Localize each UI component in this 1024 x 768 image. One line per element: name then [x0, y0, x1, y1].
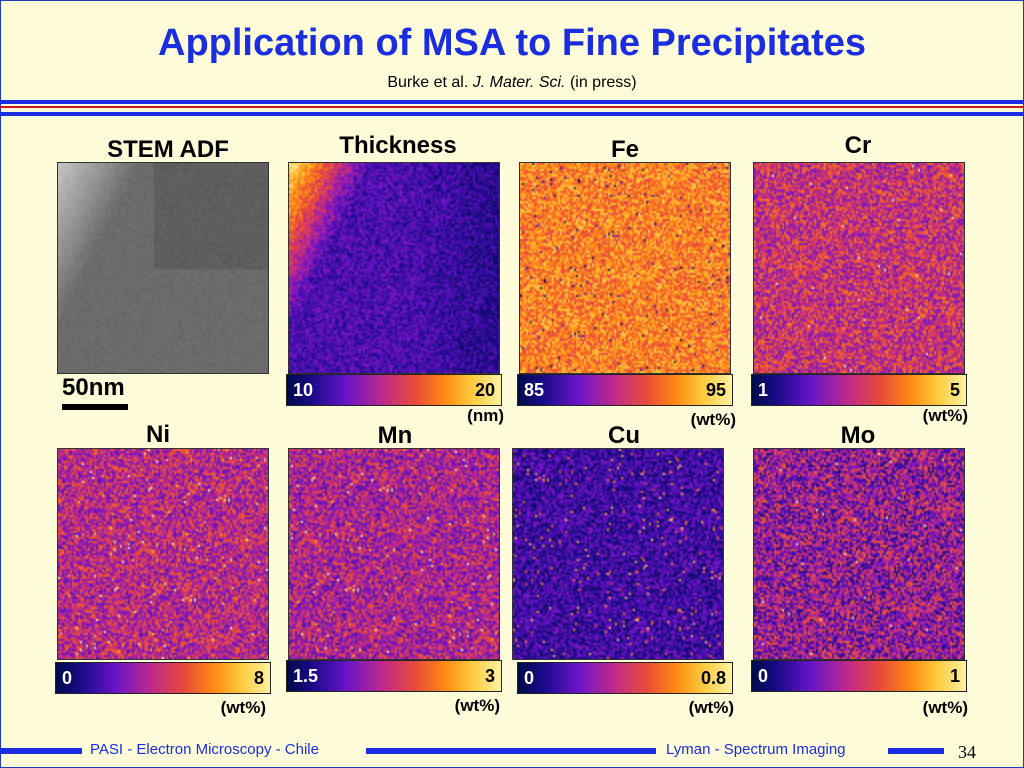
ni-colorbar: 0 8: [55, 662, 271, 694]
ni-unit: (wt%): [220, 698, 266, 717]
panel-label-mn: Mn: [377, 422, 413, 449]
mn-unit: (wt%): [454, 696, 500, 715]
fe-unit: (wt%): [690, 410, 736, 429]
panel-label-thickness: Thickness: [339, 132, 457, 159]
colorbar-max: 1: [949, 666, 960, 686]
footer-bar-middle: [366, 748, 656, 754]
panel-label-cu: Cu: [608, 422, 640, 449]
panel-label-stem-adf: STEM ADF: [107, 136, 229, 163]
colorbar-max: 0.8: [700, 668, 726, 688]
colorbar-min: 0: [524, 668, 535, 688]
colorbar-max: 3: [484, 666, 495, 686]
citation: Burke et al. J. Mater. Sci. (in press): [0, 74, 1024, 92]
footer-bar-right: [888, 748, 944, 754]
cu-colorbar: 0 0.8: [517, 662, 733, 694]
thickness-map: [288, 162, 500, 374]
fe-map: [519, 162, 731, 374]
scale-bar-label: 50nm: [62, 374, 125, 401]
cu-map: [512, 448, 724, 660]
footer-author: Lyman - Spectrum Imaging: [666, 741, 846, 758]
thickness-colorbar: 10 20: [286, 374, 502, 406]
ni-map: [57, 448, 269, 660]
footer-bar-left: [0, 748, 82, 754]
page-number: 34: [958, 742, 976, 762]
panel-label-mo: Mo: [840, 422, 876, 449]
colorbar-max: 5: [949, 380, 960, 400]
colorbar-min: 85: [524, 380, 545, 400]
header-rule-blue-top: [0, 100, 1024, 104]
cu-unit: (wt%): [688, 698, 734, 717]
panel-label-cr: Cr: [844, 132, 872, 159]
colorbar-min: 0: [758, 666, 769, 686]
citation-journal: J. Mater. Sci.: [472, 74, 566, 91]
colorbar-max: 8: [253, 668, 264, 688]
citation-status: (in press): [565, 74, 637, 91]
citation-authors: Burke et al.: [387, 74, 473, 91]
scale-bar: [62, 404, 128, 410]
mo-unit: (wt%): [922, 698, 968, 717]
mn-map: [288, 448, 500, 660]
colorbar-max: 20: [474, 380, 495, 400]
mn-colorbar: 1.5 3: [286, 660, 502, 692]
mo-colorbar: 0 1: [751, 660, 967, 692]
footer-event: PASI - Electron Microscopy - Chile: [90, 741, 319, 758]
colorbar-min: 10: [293, 380, 314, 400]
cr-colorbar: 1 5: [751, 374, 967, 406]
stem-adf-image: [57, 162, 269, 374]
mo-map: [753, 448, 965, 660]
panel-label-ni: Ni: [146, 421, 170, 448]
colorbar-min: 0: [62, 668, 73, 688]
colorbar-min: 1: [758, 380, 769, 400]
panel-label-fe: Fe: [610, 136, 639, 163]
thickness-unit: (nm): [467, 406, 504, 425]
header-rule-red: [0, 106, 1024, 108]
colorbar-max: 95: [705, 380, 726, 400]
slide-title: Application of MSA to Fine Precipitates: [158, 22, 866, 64]
fe-colorbar: 85 95: [517, 374, 733, 406]
cr-map: [753, 162, 965, 374]
header-rule-blue-bottom: [0, 112, 1024, 116]
colorbar-min: 1.5: [293, 666, 319, 686]
cr-unit: (wt%): [922, 406, 968, 425]
